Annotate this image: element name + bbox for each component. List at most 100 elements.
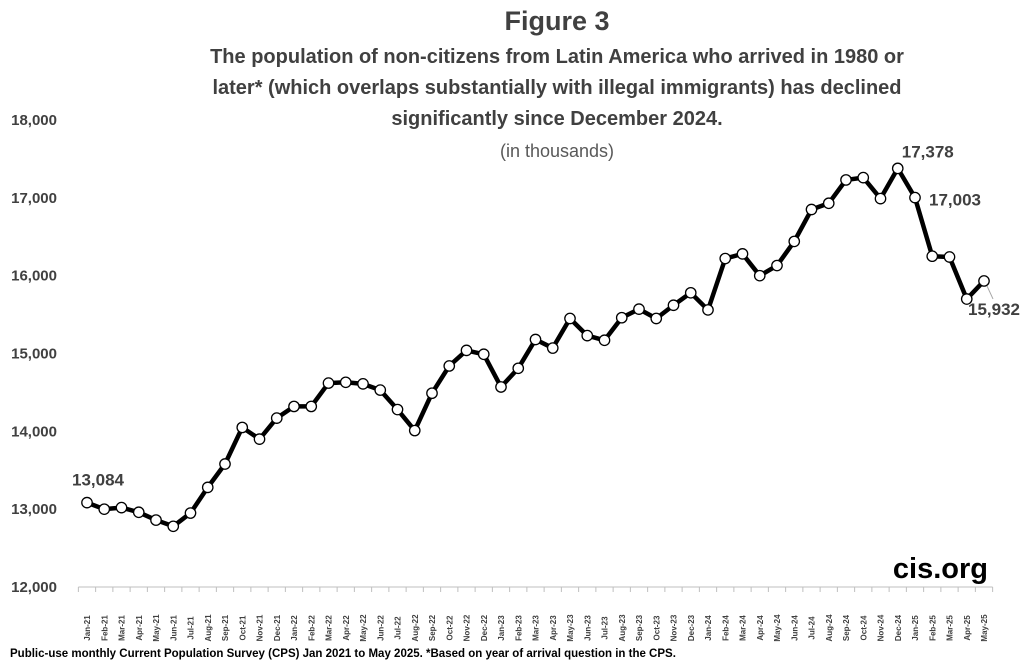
data-point	[840, 174, 852, 186]
data-point	[512, 362, 525, 375]
data-label-leader-line	[986, 285, 994, 300]
x-tick-label: May-24	[773, 614, 782, 642]
data-point	[633, 303, 645, 315]
data-point	[891, 162, 904, 175]
x-tick-label: Oct-22	[445, 615, 454, 640]
data-label: 17,003	[929, 191, 981, 210]
x-tick-label: Jun-24	[790, 615, 799, 641]
x-tick-label: Nov-24	[877, 614, 886, 641]
data-point	[753, 269, 766, 282]
data-point	[201, 481, 214, 494]
x-tick-label: Aug-24	[825, 614, 834, 642]
x-tick-label: May-23	[566, 614, 575, 642]
x-tick-label: Sep-22	[428, 614, 437, 641]
y-tick-label: 12,000	[11, 579, 57, 596]
y-tick-label: 16,000	[11, 268, 57, 285]
x-tick-label: Dec-21	[273, 614, 282, 641]
x-tick-label: Apr-21	[135, 615, 144, 641]
x-tick-label: Dec-23	[687, 614, 696, 641]
data-point	[529, 333, 542, 346]
data-point	[564, 312, 576, 325]
data-point	[909, 191, 921, 204]
data-point	[719, 252, 732, 265]
data-point	[184, 507, 197, 519]
x-tick-label: May-21	[152, 614, 161, 642]
data-point	[771, 259, 783, 272]
data-point	[943, 251, 956, 263]
x-tick-label: Oct-24	[859, 615, 868, 640]
data-point	[236, 421, 249, 434]
data-point	[270, 412, 283, 424]
x-tick-label: Jul-24	[808, 616, 817, 640]
x-tick-label: Feb-24	[721, 615, 730, 641]
data-point	[477, 348, 490, 361]
x-tick-label: Aug-22	[411, 614, 420, 642]
data-point	[322, 377, 335, 389]
y-tick-label: 15,000	[11, 346, 57, 363]
figure-label: Figure 3	[504, 6, 609, 36]
chart-title-line: significantly since December 2024.	[391, 108, 722, 130]
y-tick-label: 14,000	[11, 423, 57, 440]
data-point	[374, 384, 387, 396]
x-tick-label: Feb-21	[100, 615, 109, 641]
y-tick-label: 18,000	[11, 112, 57, 129]
x-axis-labels: Jan-21 Feb-21 Mar-21 Apr-21 May-21 Jun-21 Jul-…	[83, 614, 989, 642]
x-tick-label: Jul-21	[187, 616, 196, 640]
x-tick-label: Jan-21	[83, 615, 92, 641]
data-point	[391, 403, 404, 416]
data-point	[546, 342, 559, 354]
x-tick-label: Jul-22	[394, 616, 403, 640]
data-point	[150, 514, 162, 526]
brand-watermark: cis.org	[893, 553, 988, 585]
data-point	[788, 235, 801, 248]
x-tick-label: May-25	[980, 614, 989, 642]
x-tick-label: Oct-21	[238, 615, 247, 640]
x-tick-label: Nov-23	[670, 614, 679, 641]
data-point	[857, 171, 870, 184]
x-tick-label: May-22	[359, 614, 368, 642]
data-point	[288, 400, 300, 413]
data-point	[81, 496, 93, 509]
data-point	[305, 400, 318, 413]
data-point	[581, 329, 594, 342]
data-point	[495, 381, 507, 393]
x-tick-label: Nov-22	[463, 614, 472, 641]
data-label: 13,084	[72, 471, 125, 490]
x-tick-label: Feb-22	[307, 615, 316, 641]
y-tick-label: 17,000	[11, 190, 57, 207]
data-point	[822, 197, 835, 210]
data-point	[167, 520, 180, 533]
x-tick-label: Feb-23	[514, 615, 523, 641]
data-point	[667, 299, 680, 312]
data-point	[702, 304, 714, 316]
data-point	[253, 433, 266, 445]
x-tick-label: Jun-21	[169, 615, 178, 641]
data-point	[426, 387, 438, 400]
x-tick-label: Mar-23	[532, 615, 541, 641]
data-point	[650, 312, 663, 325]
data-point	[460, 344, 473, 357]
x-tick-label: Dec-22	[480, 614, 489, 641]
data-point	[339, 376, 352, 389]
x-tick-label: Apr-22	[342, 615, 351, 641]
data-point	[598, 334, 611, 347]
x-axis-ticks	[77, 587, 994, 592]
chart-title-line: The population of non-citizens from Lati…	[210, 46, 904, 68]
x-tick-label: Aug-21	[204, 614, 213, 642]
data-labels: 13,084 17,378 17,003 15,932	[72, 142, 1020, 489]
series-line	[86, 166, 986, 529]
x-tick-label: Nov-21	[256, 614, 265, 641]
data-point	[98, 503, 111, 516]
data-point	[960, 293, 973, 305]
x-tick-label: Mar-21	[118, 615, 127, 641]
data-point	[219, 458, 231, 470]
series-markers	[81, 162, 990, 533]
data-point	[357, 378, 369, 390]
data-point	[805, 203, 818, 216]
chart-title: The population of non-citizens from Lati…	[210, 46, 904, 130]
x-tick-label: Jan-22	[290, 615, 299, 641]
x-tick-label: Jan-25	[911, 615, 920, 641]
x-tick-label: Jan-23	[497, 615, 506, 641]
x-tick-label: Aug-23	[618, 614, 627, 642]
